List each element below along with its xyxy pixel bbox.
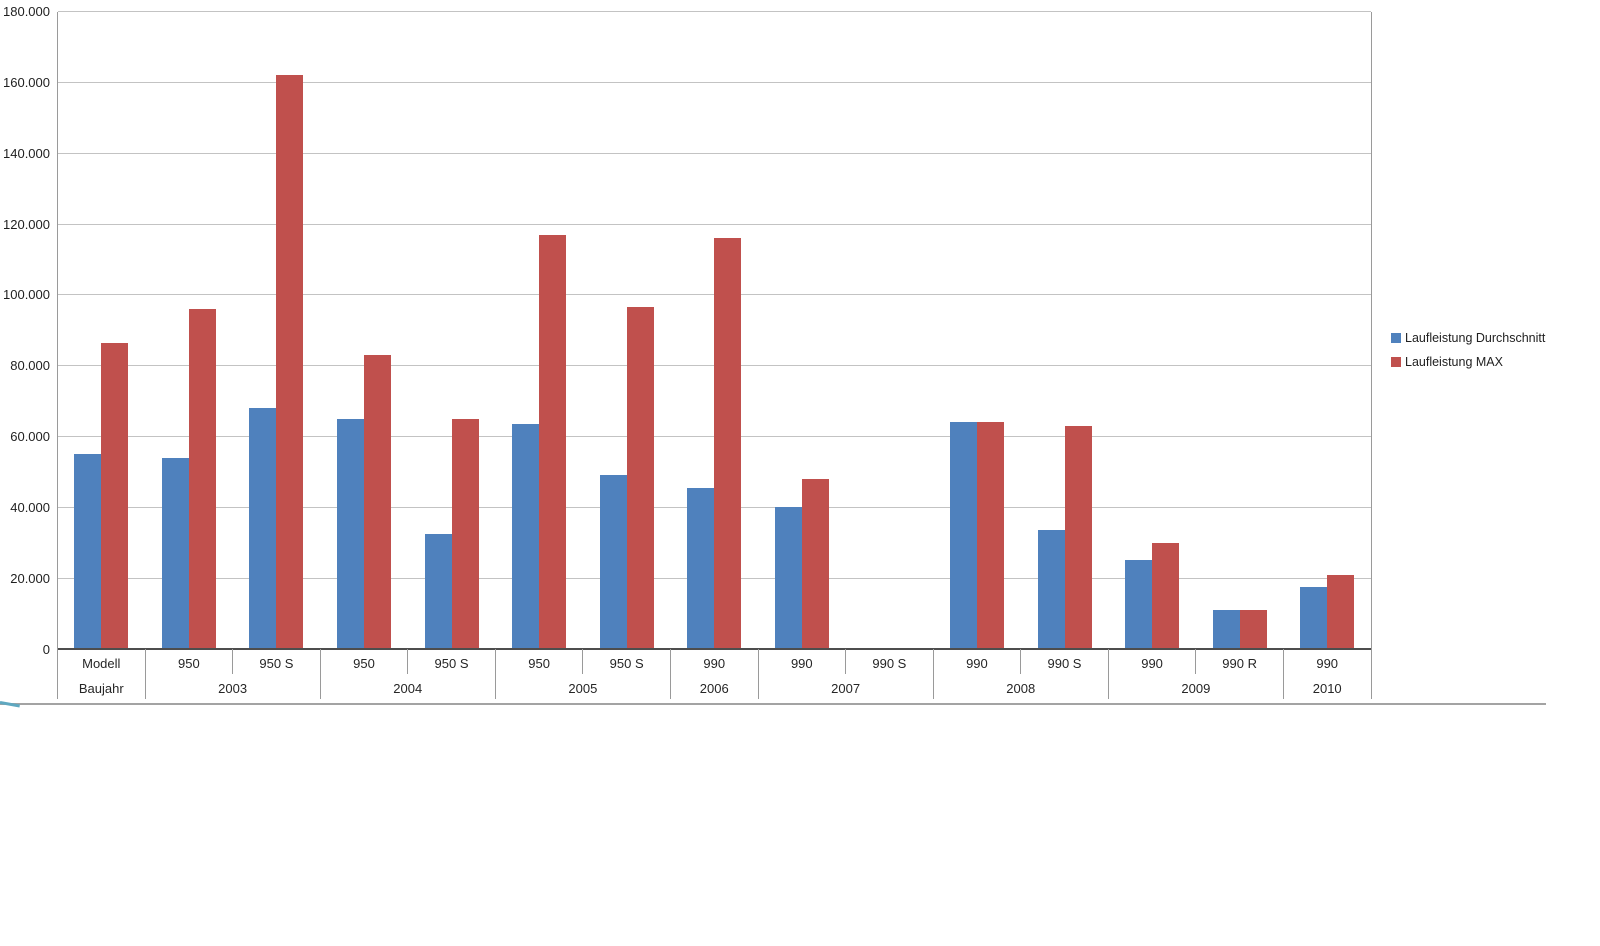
bar-max[interactable] (101, 342, 129, 649)
worksheet-border-line (0, 703, 1546, 705)
model-cell-label: 990 (1141, 655, 1163, 671)
grid-line (57, 11, 1371, 12)
x-axis-line (57, 648, 1371, 650)
plot-left-border (57, 11, 58, 699)
axis-category-tick (582, 649, 584, 674)
y-axis-tick-label: 120.000 (3, 216, 50, 232)
bar-durchschnitt[interactable] (1300, 587, 1328, 649)
bar-max[interactable] (1327, 574, 1355, 649)
axis-group-tick (1282, 649, 1284, 699)
model-cell-label: 990 S (1047, 655, 1082, 671)
axis-category-tick (845, 649, 847, 674)
axis-group-tick (494, 649, 496, 699)
model-cell-label: 990 S (872, 655, 907, 671)
bar-durchschnitt[interactable] (249, 408, 277, 649)
model-cell-label: 950 (177, 655, 200, 671)
axis-category-tick (407, 649, 409, 674)
bar-durchschnitt[interactable] (336, 418, 364, 649)
axis-group-tick (932, 649, 934, 699)
plot-right-border (1370, 11, 1372, 699)
legend-item-durchschnitt[interactable]: Laufleistung Durchschnitt (1391, 331, 1545, 345)
bar-max[interactable] (451, 418, 479, 649)
bar-durchschnitt[interactable] (774, 507, 802, 649)
bar-max[interactable] (539, 234, 567, 649)
bar-durchschnitt[interactable] (599, 475, 627, 649)
axis-category-tick (1195, 649, 1197, 674)
legend-swatch-red-icon (1391, 357, 1401, 367)
y-axis-tick-label: 140.000 (3, 145, 50, 161)
bar-durchschnitt[interactable] (1212, 610, 1240, 649)
axis-group-tick (319, 649, 321, 699)
y-axis-tick-label: 0 (42, 641, 50, 657)
model-cell-label: 990 (1316, 655, 1339, 671)
axis-group-tick (144, 649, 146, 699)
grid-line (57, 152, 1371, 154)
bar-durchschnitt[interactable] (161, 457, 189, 649)
axis-group-tick (669, 649, 671, 699)
bar-max[interactable] (626, 307, 654, 649)
bar-max[interactable] (1239, 610, 1267, 649)
axis-category-tick (1020, 649, 1022, 674)
bar-max[interactable] (1064, 425, 1092, 649)
bar-max[interactable] (188, 309, 216, 649)
model-cell-label: 950 (353, 655, 375, 671)
y-axis-tick-label: 160.000 (3, 74, 50, 90)
y-axis-tick-label: 80.000 (10, 358, 50, 374)
axis-group-tick (757, 649, 759, 699)
bar-max[interactable] (276, 75, 304, 649)
model-cell-label: 990 (966, 655, 988, 671)
y-axis-tick-label: 60.000 (10, 429, 50, 444)
year-cell-label: 2003 (218, 680, 248, 696)
bar-durchschnitt[interactable] (512, 424, 540, 649)
model-cell-label: 950 S (434, 655, 469, 671)
bar-max[interactable] (714, 238, 742, 649)
legend-item-max[interactable]: Laufleistung MAX (1391, 355, 1503, 369)
model-cell-label: 990 (703, 655, 726, 671)
year-cell-label: Baujahr (78, 680, 124, 696)
bar-max[interactable] (363, 355, 391, 649)
year-cell-label: 2005 (568, 680, 598, 696)
legend-label-durchschnitt: Laufleistung Durchschnitt (1405, 331, 1546, 345)
bar-durchschnitt[interactable] (687, 487, 715, 649)
year-cell-label: 2010 (1312, 680, 1342, 696)
bar-durchschnitt[interactable] (949, 422, 977, 649)
y-axis-tick-label: 40.000 (10, 499, 50, 515)
y-axis-tick-label: 20.000 (10, 570, 50, 586)
y-axis-tick-label: 100.000 (3, 287, 50, 303)
model-cell-label: 950 (528, 655, 550, 671)
grid-line (57, 81, 1371, 83)
year-cell-label: 2009 (1181, 680, 1211, 696)
bar-durchschnitt[interactable] (1125, 560, 1153, 649)
year-cell-label: 2007 (831, 680, 861, 696)
grid-line (57, 223, 1371, 225)
legend-swatch-blue-icon (1391, 333, 1401, 343)
bar-max[interactable] (1152, 542, 1180, 649)
model-cell-label: 990 R (1222, 655, 1257, 671)
bar-durchschnitt[interactable] (424, 533, 452, 649)
bar-durchschnitt[interactable] (1037, 530, 1065, 649)
y-axis-tick-label: 180.000 (3, 4, 50, 19)
year-cell-label: 2004 (393, 680, 423, 696)
axis-group-tick (1107, 649, 1109, 699)
year-cell-label: 2006 (699, 680, 729, 696)
embedded-bar-chart[interactable]: 0 20.000 40.000 60.000 80.000 100.000 120.000 1… (0, 0, 1600, 710)
bar-max[interactable] (801, 479, 829, 649)
model-cell-label: 950 S (609, 655, 644, 671)
axis-category-tick (232, 649, 234, 674)
model-cell-label: 990 (790, 655, 813, 671)
model-cell-label: Modell (82, 655, 121, 671)
model-cell-label: 950 S (259, 655, 294, 671)
bar-durchschnitt[interactable] (74, 454, 102, 649)
legend-label-max: Laufleistung MAX (1405, 355, 1503, 369)
year-cell-label: 2008 (1006, 680, 1036, 696)
bar-max[interactable] (976, 422, 1004, 649)
